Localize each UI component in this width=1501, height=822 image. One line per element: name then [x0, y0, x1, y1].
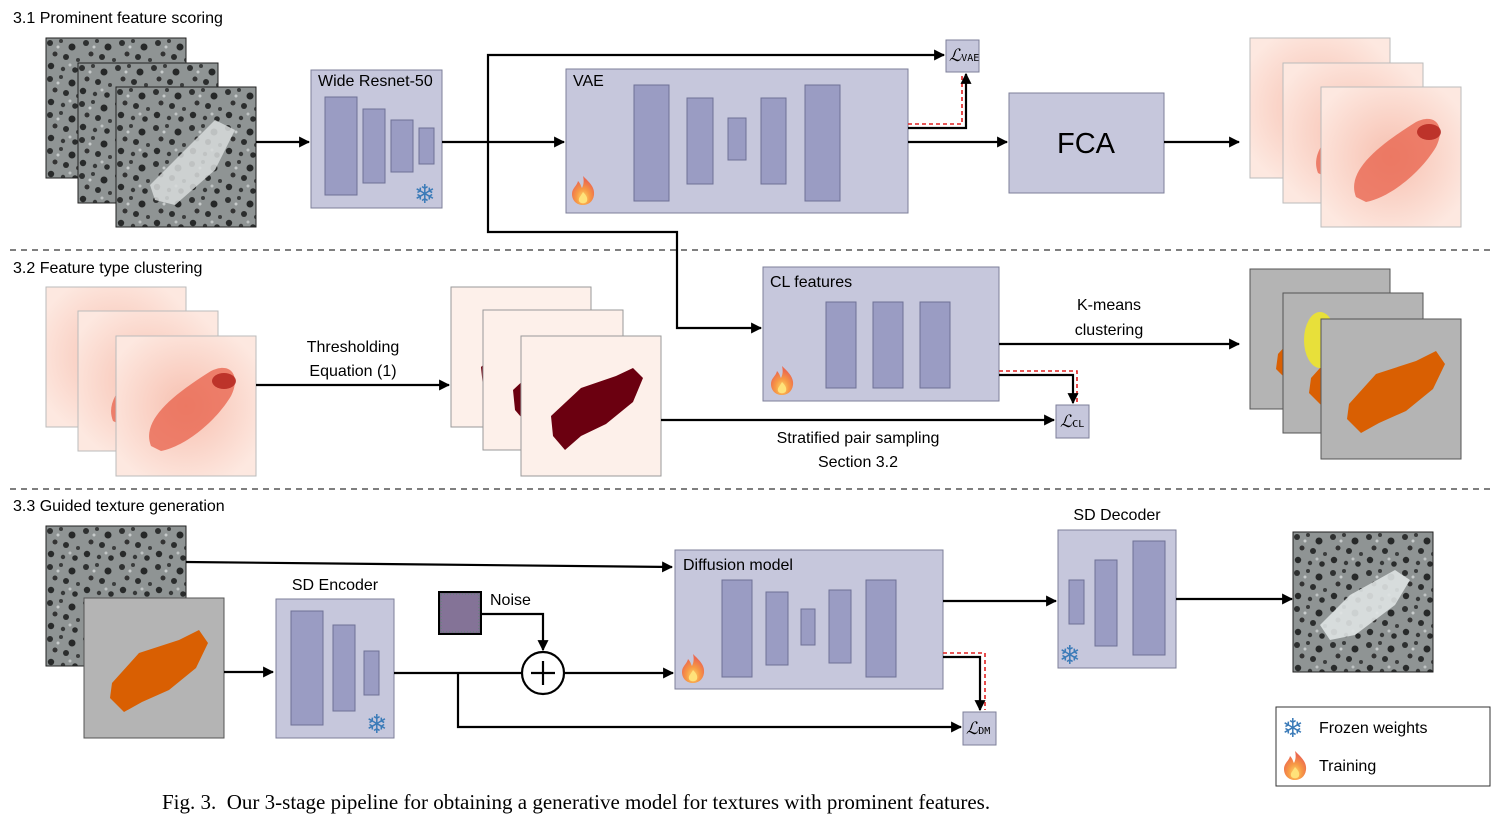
section-title-3-1: 3.1 Prominent feature scoring [13, 10, 223, 27]
input-texture-and-mask [45, 525, 225, 739]
clustering-label: clustering [1075, 322, 1143, 339]
noise-label: Noise [490, 592, 531, 609]
snowflake-icon: ❄ [414, 180, 436, 210]
kmeans-label: K-means [1077, 297, 1141, 314]
input-texture-stack [45, 37, 257, 228]
sd-decoder-module: ❄ [1057, 529, 1177, 671]
legend-snowflake-icon: ❄ [1282, 714, 1304, 744]
arrow-vae-lvae [908, 72, 972, 130]
cl-label: CL features [770, 274, 852, 291]
arrow-encoder-ldm [456, 673, 963, 733]
sd-encoder-module: ❄ [275, 598, 395, 740]
loss-vae: ℒVAE [945, 39, 980, 73]
vae-module: VAE [565, 68, 909, 214]
arrow-cl-lcl [999, 373, 1079, 405]
diffusion-module: Diffusion model [674, 549, 944, 690]
svg-text:ℒCL: ℒCL [1060, 412, 1084, 432]
section-title-3-2: 3.2 Feature type clustering [13, 260, 202, 277]
heatmap-stack-input [45, 286, 257, 477]
generated-texture [1292, 531, 1434, 673]
loss-grad-cl [999, 370, 1078, 404]
fca-module: FCA [1008, 92, 1165, 194]
mask-stack [450, 286, 662, 477]
add-operator-icon [520, 650, 566, 696]
decoder-label: SD Decoder [1073, 507, 1161, 524]
arrow-resnet-cl [486, 142, 763, 334]
thresholding-label: Thresholding [307, 339, 400, 356]
loss-cl: ℒCL [1055, 404, 1090, 439]
arrow-diffusion-ldm [943, 655, 986, 712]
section-ref-label: Section 3.2 [818, 454, 898, 471]
fca-label: FCA [1057, 128, 1116, 160]
loss-grad-dm [943, 652, 986, 710]
snowflake-icon: ❄ [366, 710, 388, 740]
loss-grad-vae [908, 76, 963, 125]
arrow-texture-diffusion [185, 560, 674, 573]
vae-label: VAE [573, 73, 604, 90]
noise-image [438, 591, 482, 635]
arrow-resnet-lvae [486, 49, 946, 142]
diffusion-label: Diffusion model [683, 557, 793, 574]
svg-text:ℒDM: ℒDM [966, 719, 990, 739]
cl-features-module: CL features [762, 266, 1000, 402]
resnet-label: Wide Resnet-50 [318, 73, 433, 90]
figure-caption: Fig. 3. Our 3-stage pipeline for obtaini… [162, 790, 990, 814]
arrow-noise-add [481, 612, 549, 652]
legend-frozen-label: Frozen weights [1319, 720, 1428, 737]
sampling-label: Stratified pair sampling [777, 430, 940, 447]
encoder-label: SD Encoder [292, 577, 379, 594]
loss-dm: ℒDM [962, 711, 997, 746]
resnet-module: Wide Resnet-50 ❄ [310, 69, 443, 210]
legend: ❄ Frozen weights Training [1275, 706, 1491, 787]
svg-text:ℒVAE: ℒVAE [949, 46, 979, 66]
cluster-stack [1249, 268, 1462, 460]
legend-training-label: Training [1319, 758, 1376, 775]
equation-label: Equation (1) [309, 363, 396, 380]
section-title-3-3: 3.3 Guided texture generation [13, 498, 225, 515]
heatmap-stack-output [1249, 37, 1462, 228]
snowflake-icon: ❄ [1059, 641, 1081, 671]
